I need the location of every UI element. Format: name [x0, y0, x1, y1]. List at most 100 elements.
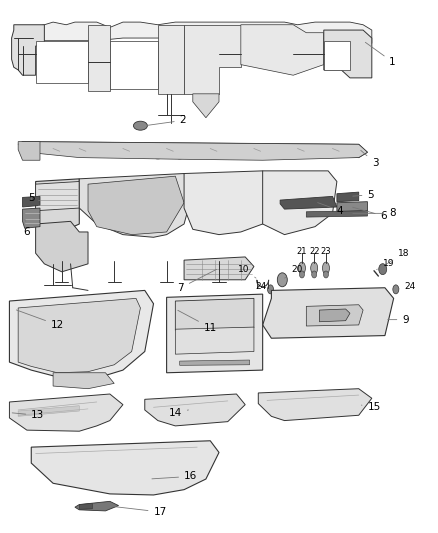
- Polygon shape: [35, 41, 88, 83]
- Polygon shape: [22, 208, 40, 228]
- Polygon shape: [22, 196, 40, 207]
- Polygon shape: [306, 211, 367, 217]
- Text: 19: 19: [377, 260, 394, 270]
- Ellipse shape: [105, 195, 123, 216]
- Ellipse shape: [186, 329, 204, 351]
- Polygon shape: [79, 174, 193, 237]
- Ellipse shape: [149, 193, 167, 215]
- Polygon shape: [180, 360, 250, 365]
- Ellipse shape: [277, 273, 287, 287]
- Polygon shape: [10, 394, 123, 431]
- Polygon shape: [79, 504, 92, 510]
- Text: 8: 8: [353, 208, 396, 219]
- Polygon shape: [263, 288, 394, 338]
- Ellipse shape: [146, 189, 170, 219]
- Text: 3: 3: [361, 150, 378, 168]
- Polygon shape: [158, 25, 184, 94]
- Ellipse shape: [298, 262, 305, 274]
- Polygon shape: [306, 305, 363, 326]
- Polygon shape: [22, 22, 372, 43]
- Polygon shape: [263, 171, 337, 235]
- Text: 22: 22: [309, 247, 319, 256]
- Ellipse shape: [155, 156, 161, 159]
- Ellipse shape: [324, 271, 328, 278]
- Text: 24: 24: [256, 282, 271, 291]
- Ellipse shape: [18, 304, 70, 362]
- Polygon shape: [193, 94, 219, 118]
- Polygon shape: [258, 389, 372, 421]
- Text: 11: 11: [178, 310, 217, 333]
- Polygon shape: [324, 41, 350, 70]
- Ellipse shape: [127, 191, 145, 213]
- Ellipse shape: [311, 262, 318, 274]
- Polygon shape: [184, 25, 241, 94]
- Ellipse shape: [177, 156, 183, 159]
- Polygon shape: [175, 327, 254, 354]
- Polygon shape: [12, 25, 44, 75]
- Ellipse shape: [268, 285, 273, 294]
- Text: 5: 5: [353, 190, 374, 200]
- Polygon shape: [18, 298, 141, 373]
- Polygon shape: [18, 406, 79, 416]
- Polygon shape: [18, 142, 40, 160]
- Polygon shape: [35, 179, 79, 237]
- Text: 6: 6: [353, 207, 387, 221]
- Text: 12: 12: [16, 310, 64, 330]
- Ellipse shape: [183, 355, 190, 361]
- Polygon shape: [22, 142, 367, 160]
- Text: 15: 15: [361, 402, 381, 413]
- Polygon shape: [35, 182, 79, 211]
- Ellipse shape: [124, 187, 148, 216]
- Polygon shape: [166, 294, 263, 373]
- Text: 4: 4: [318, 203, 343, 216]
- Polygon shape: [88, 176, 184, 235]
- Text: 21: 21: [297, 247, 307, 256]
- Text: 16: 16: [152, 471, 198, 481]
- Polygon shape: [53, 373, 114, 389]
- Ellipse shape: [300, 271, 304, 278]
- Polygon shape: [75, 502, 119, 511]
- Ellipse shape: [102, 315, 135, 351]
- Ellipse shape: [322, 262, 329, 274]
- Polygon shape: [145, 394, 245, 426]
- Ellipse shape: [250, 355, 257, 361]
- Polygon shape: [31, 441, 219, 495]
- Text: 1: 1: [365, 42, 396, 67]
- Ellipse shape: [393, 285, 399, 294]
- Ellipse shape: [242, 355, 249, 361]
- Ellipse shape: [28, 314, 61, 352]
- Polygon shape: [35, 221, 88, 272]
- Polygon shape: [10, 290, 153, 378]
- Ellipse shape: [191, 355, 198, 361]
- Ellipse shape: [102, 190, 126, 220]
- Polygon shape: [18, 142, 367, 158]
- Text: 2: 2: [148, 115, 186, 125]
- Text: 10: 10: [238, 265, 256, 278]
- Polygon shape: [324, 30, 372, 78]
- Text: 14: 14: [169, 408, 188, 418]
- Text: 23: 23: [321, 247, 331, 256]
- Polygon shape: [88, 25, 110, 91]
- Ellipse shape: [49, 297, 109, 363]
- Polygon shape: [184, 257, 254, 280]
- Ellipse shape: [49, 462, 67, 475]
- Text: 18: 18: [385, 249, 410, 265]
- Ellipse shape: [134, 121, 148, 130]
- Text: 20: 20: [285, 265, 302, 278]
- Polygon shape: [280, 196, 337, 209]
- Ellipse shape: [60, 309, 99, 352]
- Ellipse shape: [233, 355, 240, 361]
- Text: 17: 17: [108, 506, 167, 517]
- Ellipse shape: [94, 305, 144, 361]
- Text: 9: 9: [388, 314, 409, 325]
- Text: 5: 5: [28, 193, 35, 203]
- Ellipse shape: [225, 329, 243, 351]
- Ellipse shape: [206, 329, 224, 351]
- Polygon shape: [241, 25, 324, 75]
- Ellipse shape: [174, 355, 181, 361]
- Ellipse shape: [379, 264, 387, 274]
- Polygon shape: [319, 309, 350, 322]
- Polygon shape: [337, 201, 367, 212]
- Text: 13: 13: [12, 410, 45, 420]
- Polygon shape: [175, 298, 254, 330]
